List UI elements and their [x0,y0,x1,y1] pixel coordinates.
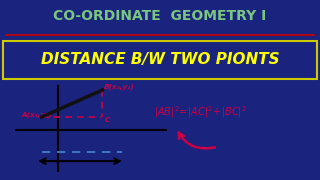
Text: DISTANCE B/W TWO PIONTS: DISTANCE B/W TWO PIONTS [41,52,279,68]
Text: B(x₂,y₂): B(x₂,y₂) [104,84,135,90]
Text: CO-ORDINATE  GEOMETRY I: CO-ORDINATE GEOMETRY I [53,9,267,23]
Text: A(x₁,y₁): A(x₁,y₁) [22,111,52,118]
Text: C: C [105,117,110,123]
Text: $|AB|^2\!=\!|AC|^2\!+\!|BC|^2$: $|AB|^2\!=\!|AC|^2\!+\!|BC|^2$ [154,104,246,120]
FancyBboxPatch shape [3,41,317,78]
